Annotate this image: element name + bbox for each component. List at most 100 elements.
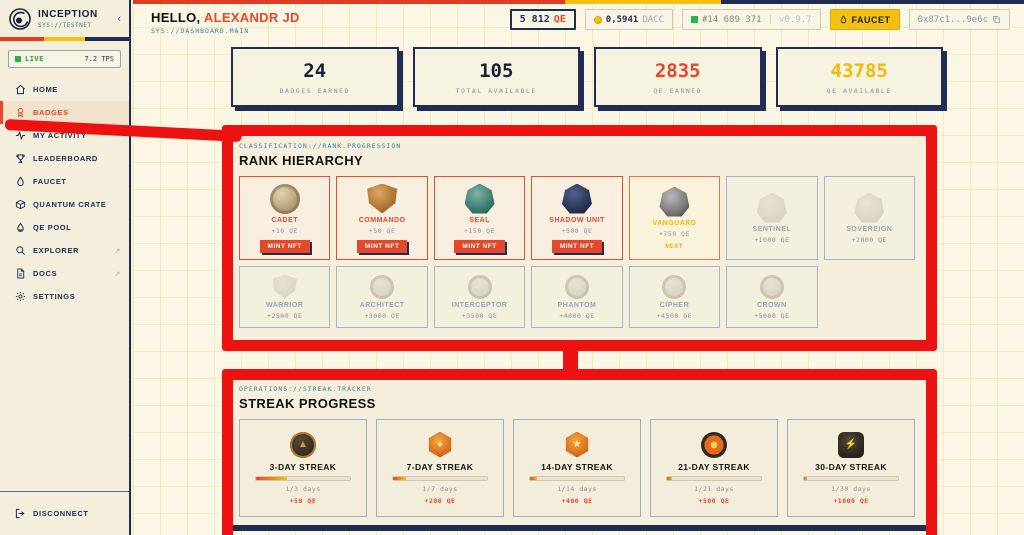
copy-icon[interactable] [992,15,1001,24]
sidebar-item-quantum-crate[interactable]: QUANTUM CRATE [0,193,129,216]
badge-icon [17,107,24,118]
faucet-button[interactable]: FAUCET [829,9,900,30]
home-icon [16,84,25,95]
rank-grid: CADET +10 QE MINT NFT COMMANDO +50 QE MI… [239,176,915,328]
sidebar-item-settings[interactable]: SETTINGS [0,285,129,308]
rank-card-cipher: CIPHER +4500 QE [628,266,721,328]
live-label: LIVE [25,55,44,63]
mint-nft-button[interactable]: MINT NFT [259,239,310,253]
disconnect-button[interactable]: DISCONNECT [0,502,129,525]
streak-card-21-day: 21-DAY STREAK 1/21 days +500 QE [650,419,778,517]
pool-drop-icon [17,222,24,232]
trophy-icon [16,154,25,164]
sidebar: INCEPTION SYS://TESTNET ‹ LIVE 7.2 TPS H… [0,0,131,535]
app-title: INCEPTION [38,9,98,20]
crate-icon [15,199,26,210]
inception-logo-icon [9,8,31,30]
rank-hierarchy-panel: CLASSIFICATION://RANK.PROGRESSION RANK H… [224,130,930,346]
version-label: v0.9.7 [779,14,812,25]
coin-icon [593,15,602,24]
rank-card-architect: ARCHITECT +3000 QE [336,266,428,328]
mint-nft-button[interactable]: MINT NFT [356,239,408,253]
sidebar-item-docs[interactable]: DOCS ↗ [0,262,129,285]
streak-30day-icon: ⚡ [838,431,864,458]
sidebar-item-leaderboard[interactable]: LEADERBOARD [0,147,129,170]
cipher-medal-icon [662,274,687,299]
faucet-drop-icon [840,15,846,24]
streak-card-7-day: ♦ 7-DAY STREAK 1/7 days +200 QE [376,419,504,517]
main-content: HELLO, ALEXANDR JD SYS://DASHBOARD.MAIN … [133,0,1024,535]
rank-card-sovereign: SOVEREIGN +2000 QE [823,176,915,260]
stats-row: 24 BADGES EARNED 105 TOTAL AVAILABLE 283… [231,47,943,107]
logout-icon [15,508,25,519]
rank-section-tag: CLASSIFICATION://RANK.PROGRESSION [239,142,402,150]
rank-card-shadow-unit: SHADOW UNIT +500 QE MINT NFT [531,176,623,260]
live-status-icon [15,56,21,62]
streak-14day-icon: ★ [565,431,589,458]
streak-card-3-day: ▲ 3-DAY STREAK 1/3 days +50 QE [239,419,367,517]
qe-balance-chip: 5 812 QE [509,9,576,30]
cadet-medal-icon [269,183,300,214]
sidebar-item-explorer[interactable]: EXPLORER ↗ [0,239,129,262]
rank-card-crown: CROWN +5000 QE [726,266,818,328]
commando-shield-icon [367,183,398,214]
streak-21day-icon [701,431,727,458]
sidebar-tricolor-divider [0,37,129,41]
progress-bar [255,475,351,481]
rank-section-title: RANK HIERARCHY [239,153,364,168]
sovereign-gem-icon [854,192,885,223]
sidebar-menu: HOME BADGES MY ACTIVITY LEADERBOARD FAUC… [0,78,129,308]
mint-nft-button[interactable]: MINT NFT [454,239,505,253]
rank-card-commando: COMMANDO +50 QE MINT NFT [336,176,428,260]
external-link-icon: ↗ [114,270,121,278]
top-tricolor-bar [133,0,1024,4]
crown-medal-icon [759,274,784,299]
progress-bar [803,475,899,481]
rank-card-cadet: CADET +10 QE MINT NFT [239,176,331,260]
seal-gem-icon [464,183,495,214]
sidebar-item-my-activity[interactable]: MY ACTIVITY [0,124,129,147]
progress-bar [392,475,488,481]
streak-grid: ▲ 3-DAY STREAK 1/3 days +50 QE ♦ 7-DAY S… [239,419,915,517]
sidebar-collapse-button[interactable]: ‹ [117,13,121,25]
block-number: #14 689 371 [702,14,762,25]
dacc-balance-chip: 0,5941 DACC [584,9,673,30]
warrior-crest-icon [272,274,297,299]
streak-section-tag: OPERATIONS://STREAK.TRACKER [239,385,372,393]
gear-icon [15,291,26,302]
next-rank-badge: NEXT [665,242,684,250]
app-subtitle: SYS://TESTNET [38,22,92,29]
breadcrumb: SYS://DASHBOARD.MAIN [151,27,250,35]
rank-card-interceptor: INTERCEPTOR +3500 QE [433,266,526,328]
phantom-medal-icon [564,274,589,299]
sidebar-item-home[interactable]: HOME [0,78,129,101]
activity-icon [15,130,26,141]
qe-unit: QE [553,14,566,25]
username: ALEXANDR JD [203,10,300,25]
stat-total-available: 105 TOTAL AVAILABLE [412,47,580,107]
progress-bar [666,475,762,481]
progress-bar [529,475,625,481]
rank-card-sentinel: SENTINEL +1000 QE [726,176,818,260]
sidebar-item-badges[interactable]: BADGES [0,101,129,124]
block-status-icon [691,16,698,23]
vanguard-gem-icon [659,186,690,217]
streak-progress-panel: OPERATIONS://STREAK.TRACKER STREAK PROGR… [224,373,930,527]
wallet-address-chip[interactable]: 0x87c1...9e6c [908,9,1010,30]
rank-card-warrior: WARRIOR +2500 QE [239,266,331,328]
rank-card-phantom: PHANTOM +4000 QE [531,266,623,328]
page-title: HELLO, ALEXANDR JD [151,10,300,25]
rank-card-vanguard: VANGUARD +750 QE NEXT [628,176,721,260]
sidebar-item-faucet[interactable]: FAUCET [0,170,129,193]
rank-card-seal: SEAL +150 QE MINT NFT [433,176,526,260]
tps-value: 7.2 TPS [84,55,114,63]
mint-nft-button[interactable]: MINT NFT [551,239,603,253]
streak-card-14-day: ★ 14-DAY STREAK 1/14 days +400 QE [513,419,641,517]
sentinel-gem-icon [756,192,787,223]
sidebar-item-qe-pool[interactable]: QE POOL [0,216,129,239]
interceptor-medal-icon [467,274,492,299]
streak-section-title: STREAK PROGRESS [239,396,376,411]
search-icon [16,246,25,255]
streak-card-30-day: ⚡ 30-DAY STREAK 1/30 days +1000 QE [787,419,915,517]
network-status-chip: LIVE 7.2 TPS [8,50,121,68]
